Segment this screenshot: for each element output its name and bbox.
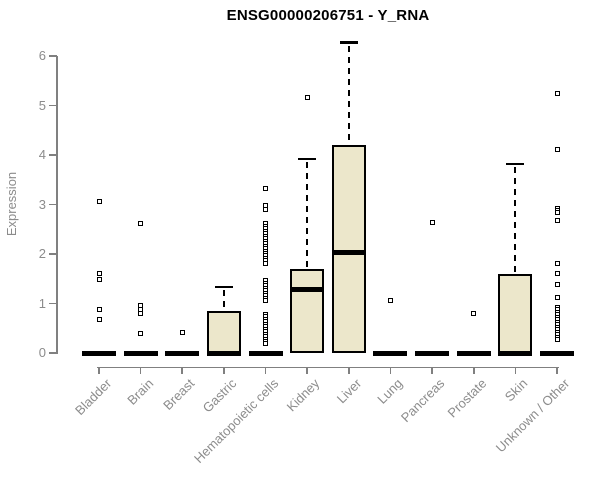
whisker-cap-liver — [339, 41, 358, 44]
outlier-point — [429, 219, 435, 225]
outlier-point — [96, 316, 102, 322]
outlier-point — [554, 209, 560, 215]
outlier-point — [554, 337, 560, 343]
median-gastric — [206, 350, 241, 356]
whisker-skin — [514, 166, 517, 274]
whisker-cap-skin — [506, 162, 525, 166]
outlier-point — [304, 94, 310, 100]
x-tick — [181, 366, 184, 374]
median-prostate — [456, 350, 491, 356]
median-breast — [165, 350, 200, 356]
outlier-point — [138, 330, 144, 336]
x-tick — [472, 366, 475, 374]
x-tick — [556, 366, 558, 374]
outlier-point — [554, 146, 560, 152]
box-skin — [498, 273, 533, 353]
outlier-point — [554, 295, 560, 301]
median-liver — [331, 249, 366, 255]
y-tick — [49, 104, 57, 107]
y-tick-label: 6 — [38, 48, 46, 63]
x-axis-line — [97, 366, 559, 369]
outlier-point — [96, 271, 102, 277]
y-tick — [49, 302, 57, 305]
outlier-point — [387, 298, 393, 304]
median-unknown-other — [540, 350, 575, 356]
box-liver — [331, 145, 366, 353]
box-kidney — [290, 269, 325, 353]
box-gastric — [206, 310, 241, 353]
median-brain — [123, 350, 158, 356]
y-tick-label: 3 — [38, 196, 46, 212]
x-tick — [431, 366, 433, 374]
x-tick — [348, 366, 350, 374]
median-skin — [498, 350, 533, 356]
outlier-point — [263, 260, 269, 266]
y-tick-label: 5 — [38, 97, 46, 113]
median-lung — [373, 350, 408, 356]
outlier-point — [96, 277, 102, 283]
x-tick — [264, 366, 267, 374]
y-tick — [49, 253, 57, 255]
whisker-liver — [347, 45, 350, 146]
median-pancreas — [415, 350, 450, 356]
outlier-point — [554, 218, 560, 224]
x-tick — [223, 366, 225, 374]
outlier-point — [263, 298, 269, 304]
outlier-point — [263, 206, 269, 212]
whisker-cap-kidney — [298, 157, 317, 161]
whisker-kidney — [306, 161, 309, 270]
median-hematopoietic-cells — [248, 350, 283, 356]
outlier-point — [263, 186, 269, 192]
outlier-point — [554, 271, 560, 277]
x-tick — [98, 366, 100, 374]
outlier-point — [554, 261, 560, 267]
x-tick — [139, 366, 142, 374]
y-tick-label: 4 — [38, 147, 46, 162]
outlier-point — [179, 329, 185, 335]
x-tick — [389, 366, 392, 374]
outlier-point — [263, 341, 269, 347]
y-tick — [49, 352, 57, 354]
chart-title: ENSG00000206751 - Y_RNA — [226, 7, 430, 24]
y-tick-label: 2 — [38, 246, 46, 261]
median-kidney — [290, 287, 325, 293]
outlier-point — [138, 220, 144, 226]
x-tick — [514, 366, 517, 374]
outlier-point — [471, 310, 477, 316]
y-tick-label: 1 — [38, 295, 46, 311]
y-tick — [49, 55, 57, 57]
median-bladder — [82, 350, 116, 356]
outlier-point — [138, 311, 144, 317]
x-tick — [306, 366, 308, 374]
outlier-point — [96, 306, 102, 312]
y-tick — [49, 154, 57, 156]
outlier-point — [96, 199, 102, 205]
y-tick — [49, 203, 57, 206]
whisker-cap-gastric — [214, 285, 233, 289]
outlier-point — [554, 90, 560, 96]
whisker-gastric — [222, 290, 225, 311]
outlier-point — [554, 282, 560, 288]
y-tick-label: 0 — [38, 345, 46, 360]
